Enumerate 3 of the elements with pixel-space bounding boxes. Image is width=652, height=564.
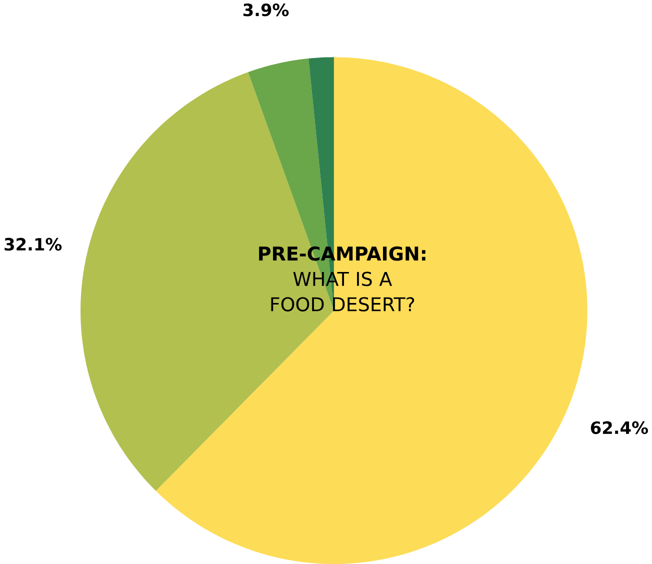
data-label: 62.4% — [590, 421, 648, 434]
data-label: 3.9% — [243, 4, 289, 16]
data-label: 32.1% — [4, 238, 62, 251]
